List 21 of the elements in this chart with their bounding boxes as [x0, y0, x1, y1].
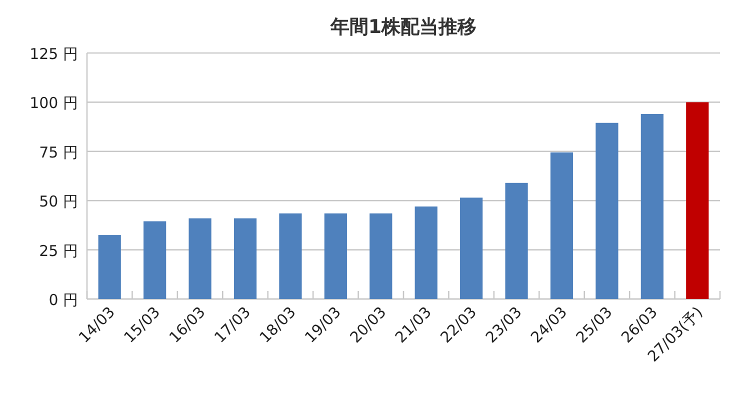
bar — [144, 221, 166, 299]
chart-title: 年間1株配当推移 — [329, 16, 477, 38]
bar — [686, 102, 709, 299]
bar — [640, 114, 664, 299]
y-tick-label: 100 円 — [30, 94, 78, 112]
bar — [370, 213, 392, 299]
y-tick-label: 50 円 — [39, 192, 78, 211]
bar — [279, 213, 302, 299]
bar — [188, 218, 212, 299]
bar — [460, 198, 483, 299]
bar — [596, 122, 618, 299]
bar — [234, 218, 257, 299]
y-tick-label: 25 円 — [39, 242, 78, 260]
bar — [550, 152, 574, 299]
bar — [414, 206, 438, 299]
y-tick-label: 0 円 — [48, 291, 78, 309]
bar — [324, 213, 347, 299]
y-tick-label: 125 円 — [30, 45, 78, 63]
bar — [505, 182, 528, 299]
y-tick-label: 75 円 — [39, 143, 78, 162]
bar — [98, 235, 121, 299]
